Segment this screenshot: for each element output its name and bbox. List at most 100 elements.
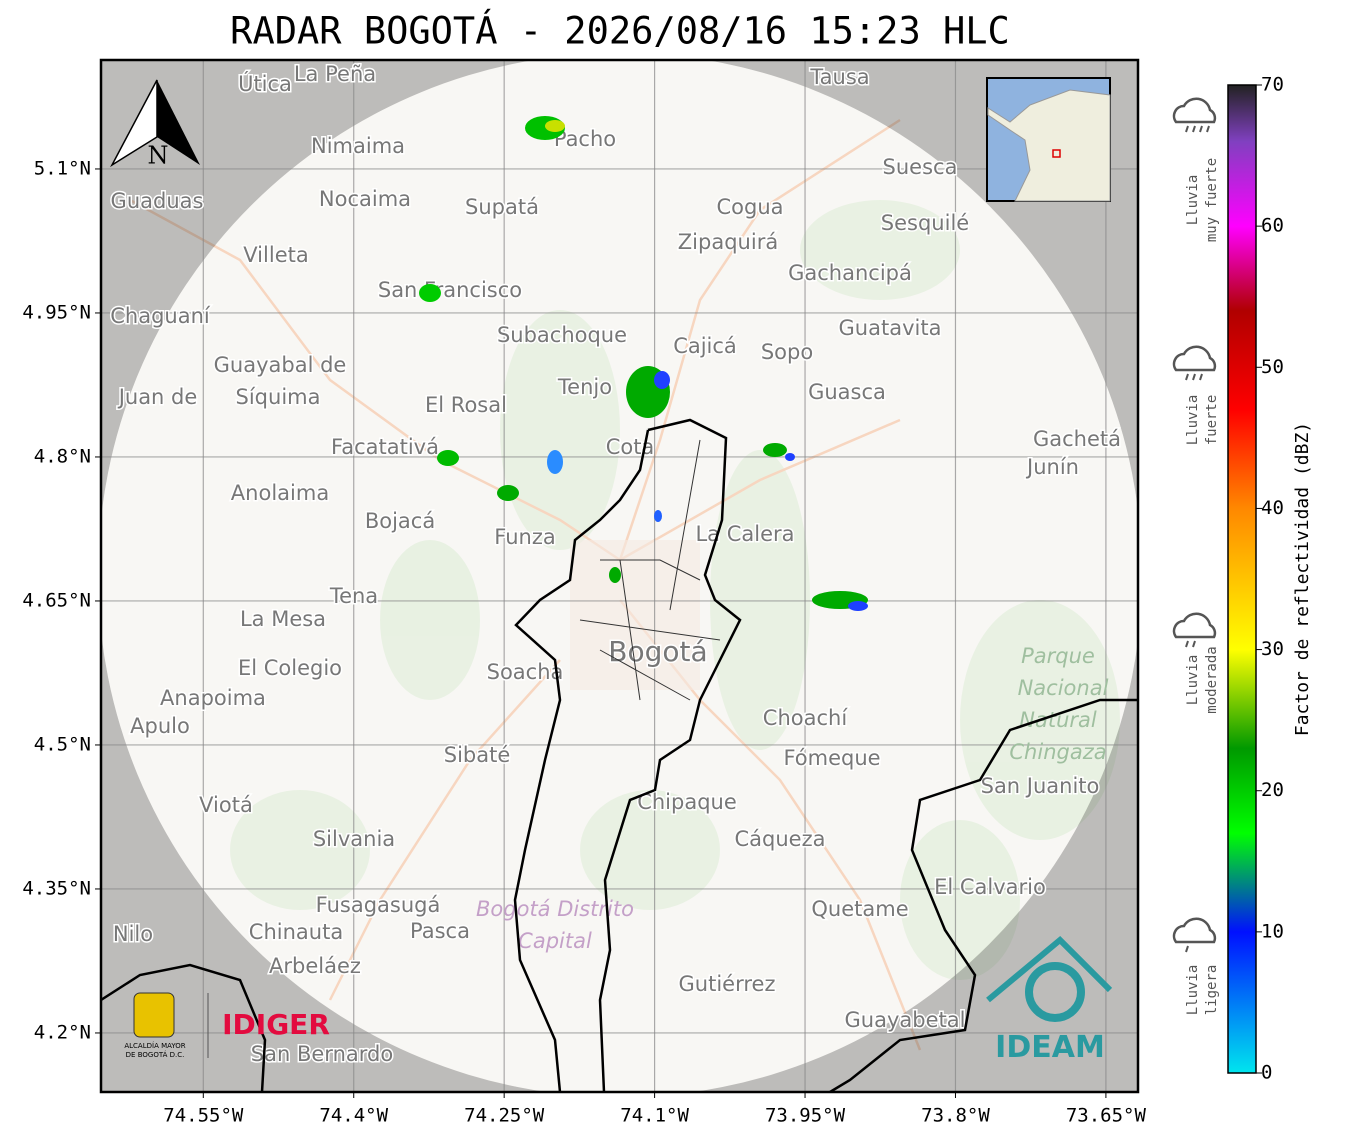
place-name: Pasca (410, 919, 470, 943)
place-name: Facatativá (331, 435, 439, 459)
colorbar (1227, 84, 1257, 1074)
place-name: Gachetá (1033, 427, 1121, 451)
rain-drop (1192, 640, 1196, 648)
protected-area: Bogotá Distrito (476, 897, 634, 921)
place-name: Sesquilé (881, 211, 969, 235)
idiger-logo: IDIGER (222, 1008, 330, 1041)
place-name: Funza (494, 525, 555, 549)
place-name: Suesca (883, 155, 958, 179)
place-name: Tausa (809, 65, 869, 89)
place-name: La Calera (695, 522, 794, 546)
place-name: Guayabal de (214, 353, 347, 377)
place-name: Sibaté (444, 743, 511, 767)
terrain (230, 200, 1120, 980)
rain-label: Lluvia (1185, 395, 1201, 446)
place-name: Cajicá (673, 334, 737, 358)
place-name: Útica (238, 71, 292, 96)
colorbar-tick-label: 70 (1261, 74, 1284, 96)
place-name: Anapoima (160, 686, 266, 710)
place-name: Guayabetal (845, 1008, 966, 1032)
place-name: Cogua (716, 195, 783, 219)
lon-tick-label: 74.4°W (319, 1105, 388, 1127)
place-name: Tenjo (557, 375, 612, 399)
alcaldia-text: DE BOGOTÁ D.C. (126, 1050, 185, 1059)
lat-tick-label: 4.35°N (22, 877, 91, 899)
place-name: Junín (1025, 455, 1079, 479)
place-name: Tena (329, 584, 378, 608)
logos: ALCALDÍA MAYOR DE BOGOTÁ D.C. IDIGER IDE… (124, 935, 1113, 1065)
place-name: Quetame (811, 897, 908, 921)
colorbar-tick-label: 0 (1261, 1062, 1272, 1084)
lon-tick-label: 74.55°W (163, 1105, 244, 1127)
colorbar-tick-label: 10 (1261, 920, 1284, 942)
place-name: Fómeque (783, 746, 880, 770)
place-name: San Francisco (378, 278, 522, 302)
localities (579, 439, 721, 701)
rain-drop (1199, 373, 1203, 381)
place-name: Silvania (313, 827, 395, 851)
rain-drop (1185, 373, 1189, 381)
boundaries (101, 418, 1138, 1092)
protected-area: Capital (518, 929, 592, 953)
place-name: Soacha (487, 660, 564, 684)
lon-tick-label: 74.1°W (620, 1105, 689, 1127)
place-name: Juan de (117, 385, 198, 409)
protected-area: Nacional (1018, 676, 1109, 700)
place-name: Cáqueza (735, 827, 826, 851)
north-label: N (148, 142, 169, 170)
place-name: Chinauta (249, 920, 343, 944)
protected-area: Chingaza (1009, 740, 1106, 764)
place-name: Subachoque (497, 323, 627, 347)
rain-icon (1172, 612, 1217, 648)
ideam-logo: IDEAM (995, 1030, 1105, 1065)
place-name: Choachí (763, 706, 849, 730)
colorbar-tick-label: 20 (1261, 779, 1284, 801)
rain-label: Lluvia (1185, 175, 1201, 226)
place-name: Guaduas (111, 189, 204, 213)
rain-label: fuerte (1204, 395, 1220, 446)
lon-tick-label: 73.95°W (765, 1105, 846, 1127)
rain-drop (1192, 125, 1196, 133)
alcaldia-text: ALCALDÍA MAYOR (124, 1041, 185, 1050)
place-name: Arbeláez (269, 954, 361, 978)
lat-tick-label: 4.5°N (34, 733, 91, 755)
place-name: San Juanito (981, 774, 1100, 798)
place-name: Anolaima (231, 481, 329, 505)
place-name: Síquima (236, 385, 321, 409)
rain-label: ligera (1204, 965, 1220, 1016)
place-name: La Peña (294, 62, 376, 86)
place-name: Zipaquirá (678, 230, 778, 254)
rain-drop (1206, 125, 1210, 133)
rain-label: Lluvia (1185, 655, 1201, 706)
rain-label: moderada (1204, 646, 1220, 713)
place-name: Supatá (465, 195, 539, 219)
place-name: Guatavita (839, 316, 942, 340)
lon-tick-label: 74.25°W (464, 1105, 545, 1127)
rain-drop (1192, 373, 1196, 381)
place-name: Gutiérrez (679, 972, 776, 996)
lat-tick-label: 4.2°N (34, 1021, 91, 1043)
colorbar-tick-label: 50 (1261, 356, 1284, 378)
rain-drop (1185, 640, 1189, 648)
lon-tick-label: 73.65°W (1066, 1105, 1147, 1127)
lat-tick-label: 4.95°N (22, 301, 91, 323)
rain-icon (1172, 97, 1217, 133)
place-name: Sopo (761, 340, 813, 364)
place-name: Nilo (113, 922, 153, 946)
title: RADAR BOGOTÁ - 2026/08/16 15:23 HLC (230, 9, 1010, 53)
map-frame (99, 58, 1140, 1094)
place-name: Villeta (243, 243, 308, 267)
lon-tick-label: 73.8°W (921, 1105, 990, 1127)
rain-label: Lluvia (1185, 965, 1201, 1016)
place-name: Apulo (130, 714, 190, 738)
place-name: Guasca (808, 380, 886, 404)
rain-icon (1172, 917, 1217, 953)
place-name: El Calvario (934, 875, 1046, 899)
rain-drop (1185, 945, 1189, 953)
lat-tick-label: 4.65°N (22, 589, 91, 611)
radar-echoes (419, 116, 868, 611)
cloud (1172, 97, 1217, 124)
place-name: Nocaima (319, 187, 411, 211)
